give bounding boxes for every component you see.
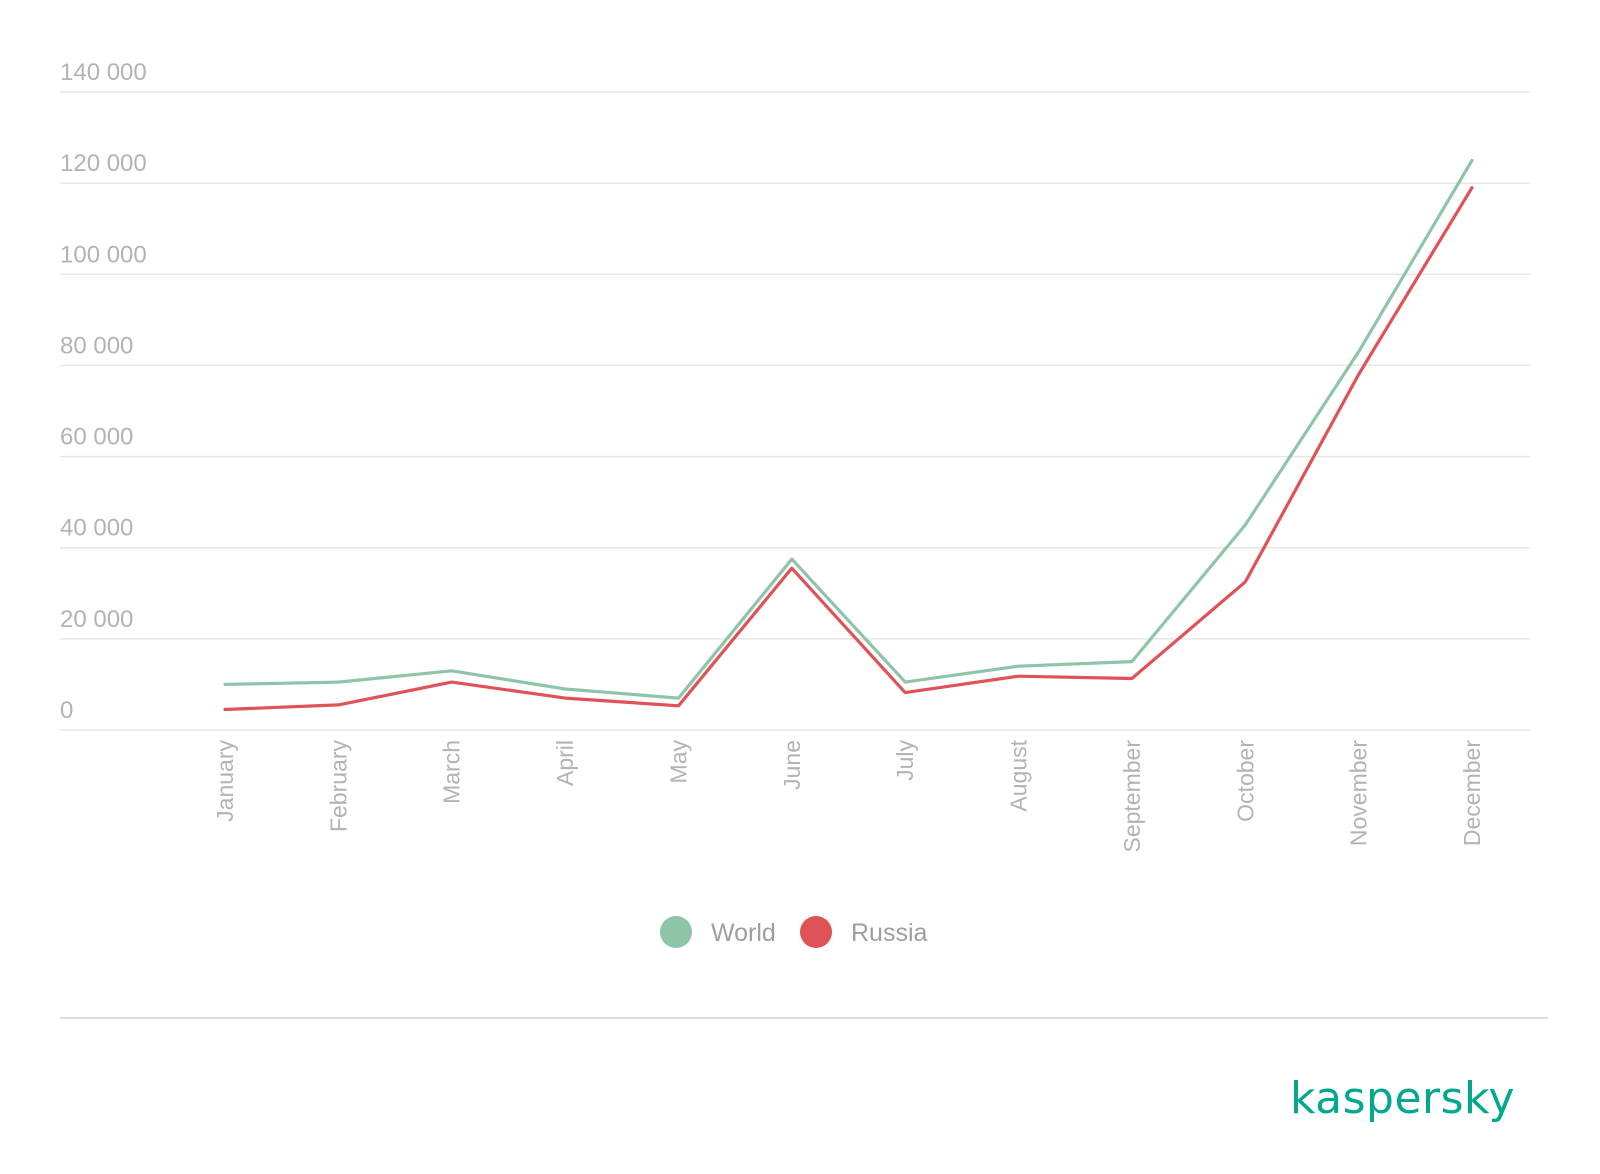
kaspersky-logo: kaspersky bbox=[1290, 1073, 1515, 1124]
x-tick-label: December bbox=[1459, 740, 1485, 846]
legend-marker-russia bbox=[800, 916, 832, 948]
y-tick-label: 140 000 bbox=[60, 59, 147, 86]
y-tick-label: 40 000 bbox=[60, 515, 133, 542]
x-tick-label: November bbox=[1346, 740, 1372, 846]
y-tick-label: 0 bbox=[60, 697, 73, 724]
x-tick-label: January bbox=[212, 740, 238, 822]
y-tick-label: 60 000 bbox=[60, 424, 133, 451]
x-tick-label: April bbox=[552, 740, 578, 786]
x-tick-label: July bbox=[892, 740, 918, 781]
y-tick-label: 20 000 bbox=[60, 606, 133, 633]
y-axis-ticks: 0 20 000 40 000 60 000 80 000 100 000 120 000 1… bbox=[60, 59, 147, 724]
x-tick-label: August bbox=[1006, 739, 1032, 811]
series-line-russia bbox=[223, 186, 1474, 712]
legend-marker-world bbox=[660, 916, 692, 948]
legend: World Russia bbox=[660, 916, 928, 948]
x-axis-ticks: January February March April May June July Augu… bbox=[212, 739, 1485, 852]
y-tick-label: 120 000 bbox=[60, 150, 147, 177]
legend-label-russia: Russia bbox=[851, 919, 928, 947]
series-lines bbox=[223, 158, 1474, 712]
legend-label-world: World bbox=[711, 919, 776, 947]
x-tick-label: May bbox=[665, 740, 691, 784]
x-tick-label: October bbox=[1232, 740, 1258, 822]
y-tick-label: 100 000 bbox=[60, 241, 147, 268]
x-tick-label: June bbox=[779, 740, 805, 790]
y-tick-label: 80 000 bbox=[60, 332, 133, 359]
series-line-world bbox=[223, 158, 1474, 700]
x-tick-label: February bbox=[325, 740, 351, 833]
x-tick-label: March bbox=[439, 740, 465, 804]
gridlines bbox=[60, 91, 1530, 731]
x-tick-label: September bbox=[1119, 740, 1145, 853]
